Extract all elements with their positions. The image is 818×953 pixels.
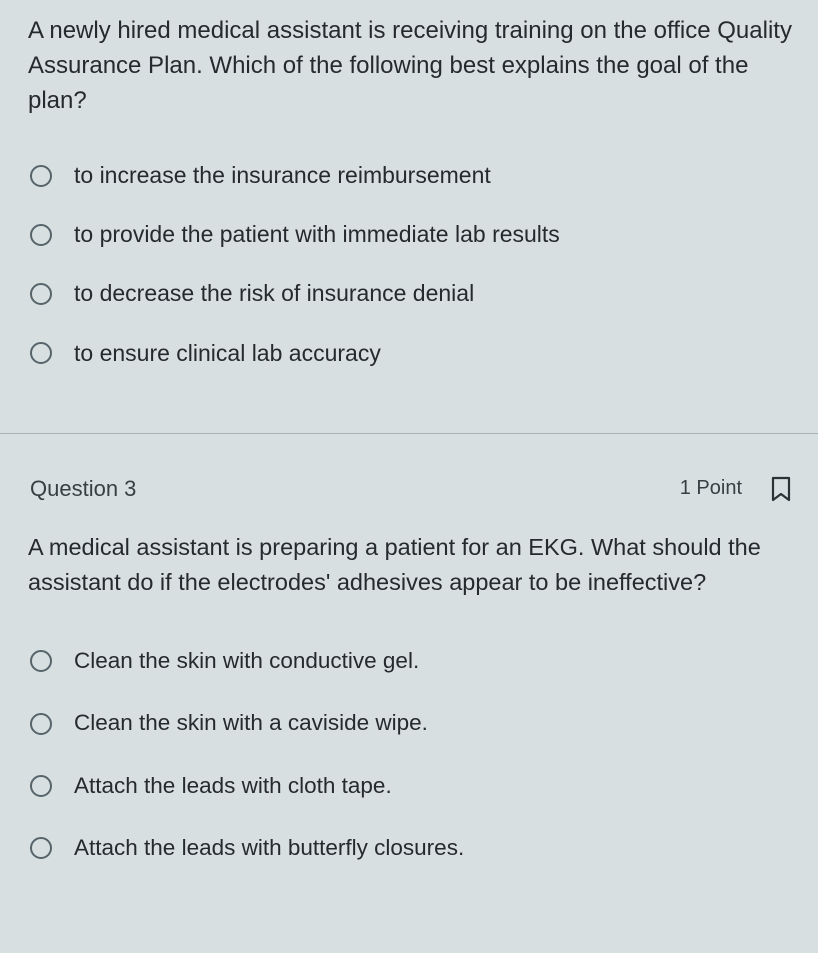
- q3-option-3-label: Attach the leads with butterfly closures…: [74, 833, 464, 863]
- q2-option-0-label: to increase the insurance reimbursement: [74, 160, 491, 191]
- q3-option-3[interactable]: Attach the leads with butterfly closures…: [28, 817, 796, 879]
- q3-option-0[interactable]: Clean the skin with conductive gel.: [28, 630, 796, 692]
- radio-icon: [30, 650, 52, 672]
- question-2-options: to increase the insurance reimbursement …: [28, 146, 796, 382]
- question-3-header: Question 3 1 Point: [28, 434, 796, 530]
- question-3-prompt: A medical assistant is preparing a patie…: [28, 530, 796, 601]
- radio-icon: [30, 837, 52, 859]
- radio-icon: [30, 283, 52, 305]
- q2-option-1[interactable]: to provide the patient with immediate la…: [28, 205, 796, 264]
- q2-option-2-label: to decrease the risk of insurance denial: [74, 278, 474, 309]
- radio-icon: [30, 775, 52, 797]
- question-3-block: Question 3 1 Point A medical assistant i…: [28, 434, 796, 900]
- q3-option-2-label: Attach the leads with cloth tape.: [74, 771, 392, 801]
- q3-option-2[interactable]: Attach the leads with cloth tape.: [28, 755, 796, 817]
- q2-option-1-label: to provide the patient with immediate la…: [74, 219, 560, 250]
- q3-option-0-label: Clean the skin with conductive gel.: [74, 646, 419, 676]
- q2-option-2[interactable]: to decrease the risk of insurance denial: [28, 264, 796, 323]
- question-3-options: Clean the skin with conductive gel. Clea…: [28, 630, 796, 880]
- radio-icon: [30, 165, 52, 187]
- question-3-points: 1 Point: [680, 477, 742, 500]
- q3-option-1[interactable]: Clean the skin with a caviside wipe.: [28, 692, 796, 754]
- q2-option-3-label: to ensure clinical lab accuracy: [74, 338, 381, 369]
- radio-icon: [30, 342, 52, 364]
- q2-option-3[interactable]: to ensure clinical lab accuracy: [28, 324, 796, 383]
- radio-icon: [30, 713, 52, 735]
- question-2-prompt: A newly hired medical assistant is recei…: [28, 14, 796, 118]
- question-3-label: Question 3: [30, 476, 136, 502]
- q2-option-0[interactable]: to increase the insurance reimbursement: [28, 146, 796, 205]
- bookmark-icon[interactable]: [770, 476, 792, 502]
- radio-icon: [30, 224, 52, 246]
- quiz-page: A newly hired medical assistant is recei…: [0, 0, 818, 900]
- question-3-meta: 1 Point: [680, 476, 792, 502]
- question-2-block: A newly hired medical assistant is recei…: [28, 14, 796, 403]
- q3-option-1-label: Clean the skin with a caviside wipe.: [74, 708, 428, 738]
